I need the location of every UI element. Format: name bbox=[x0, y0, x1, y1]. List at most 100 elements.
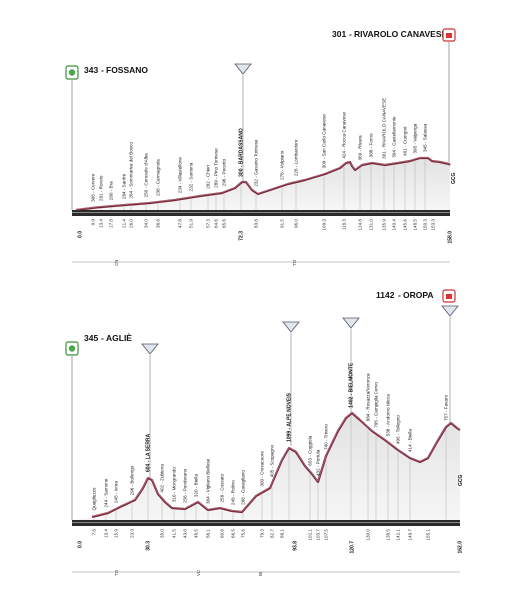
stage-1-kom-marker bbox=[234, 63, 252, 196]
waypoint-label: 538 - Andorno Micca bbox=[386, 394, 391, 437]
kom-icon-alpe-noveis bbox=[282, 321, 300, 333]
distance-label: 0.0 bbox=[78, 231, 84, 238]
stage-2-kom-markers bbox=[141, 305, 459, 478]
waypoint-label: 234 - Villastellone bbox=[178, 157, 183, 194]
distance-label: 47.8 bbox=[178, 219, 183, 228]
stage-1-profile: 343 - FOSSANO 301 - RIVAROLO CANAVESE 30… bbox=[65, 28, 457, 266]
stage-1-start-elev: 343 bbox=[84, 65, 98, 75]
waypoint-label: 402 - Zubiena bbox=[160, 464, 165, 493]
stage-2-region-2: VC bbox=[196, 570, 201, 576]
distance-label: 15.9 bbox=[114, 529, 119, 538]
waypoint-label: Quagliuzzo bbox=[92, 487, 97, 510]
distance-label: 91.5 bbox=[280, 219, 285, 228]
waypoint-label: 249 - Rolino bbox=[231, 480, 236, 505]
distance-label: 131.0 bbox=[369, 219, 374, 231]
waypoint-label: 405 - Scopagno bbox=[270, 444, 275, 477]
distance-label: 64.6 bbox=[214, 219, 219, 228]
waypoint-label: 388 - Forno bbox=[369, 133, 374, 157]
stage-1-elevation-line-highlight bbox=[75, 157, 451, 210]
stage-2-region-3: BI bbox=[258, 572, 263, 576]
stage-1-start-header: 343 - FOSSANO bbox=[65, 65, 148, 80]
waypoint-label: 296 - Bollengo bbox=[130, 465, 135, 495]
stage-2-start-dash: - bbox=[101, 333, 104, 343]
waypoint-label: 795 - Campiglia Cervo bbox=[374, 382, 379, 428]
waypoint-label: 432 - Portula bbox=[316, 449, 321, 476]
waypoint-label: 309 - San Carlo Canavese bbox=[322, 114, 327, 169]
waypoint-label: 414 - Biella bbox=[408, 429, 413, 452]
distance-label: 9.9 bbox=[91, 219, 96, 226]
stage-2-finish-tag: GCG bbox=[458, 475, 464, 487]
waypoint-label: 316 - Mongrando bbox=[172, 467, 177, 502]
distance-label: 96.0 bbox=[294, 219, 299, 228]
stage-2-distance-labels: 0.0 7.8 13.4 15.9 23.3 30.3 35.0 41.5 43.8 48.5 56… bbox=[78, 529, 464, 554]
distance-label: 7.8 bbox=[92, 529, 97, 536]
stage-1-finish-elev: 301 bbox=[332, 29, 346, 39]
waypoint-label: 232 - Gassino Torinese bbox=[254, 139, 259, 187]
distance-label: 82.7 bbox=[270, 529, 275, 538]
stage-2-region-bar: TO VC BI bbox=[72, 569, 460, 576]
distance-label: 107.5 bbox=[324, 529, 329, 541]
distance-label: 57.3 bbox=[206, 219, 211, 228]
stage-1-region-2: TO bbox=[292, 259, 297, 266]
stage-1-waypoint-poles bbox=[92, 160, 426, 210]
waypoint-label: 740 - Trivero bbox=[324, 424, 329, 450]
waypoint-label: 280 - Bra bbox=[109, 181, 114, 200]
waypoint-label: 653 - Coggiola bbox=[308, 435, 313, 465]
distance-label: 102.1 bbox=[308, 529, 313, 541]
distance-label: 124.8 bbox=[358, 219, 363, 231]
stage-2-profile: 345 - AGLIÈ 1142 - OROPA Quagliuzz bbox=[65, 289, 464, 576]
waypoint-label: 884 - Rosazza/Veronza bbox=[366, 373, 371, 421]
stage-2-start-elev: 345 bbox=[84, 333, 98, 343]
distance-label: 118.3 bbox=[342, 219, 347, 231]
waypoint-label: 226 - Lombardore bbox=[294, 139, 299, 176]
waypoint-label: 369 - Rivara bbox=[358, 135, 363, 160]
stage-1-finish-name: RIVAROLO CANAVESE bbox=[354, 29, 448, 39]
distance-label: 35.0 bbox=[160, 529, 165, 538]
stage-1-region-bar: CN TO bbox=[72, 259, 450, 266]
distance-label: 13.4 bbox=[104, 529, 109, 538]
waypoint-label: 757 - Favaro bbox=[444, 395, 449, 421]
waypoint-label: 245 - Ivrea bbox=[114, 481, 119, 503]
distance-label: 56.1 bbox=[206, 529, 211, 538]
distance-label: 13.4 bbox=[99, 219, 104, 228]
distance-label: 130.0 bbox=[366, 529, 371, 541]
distance-label: 103.7 bbox=[316, 529, 321, 541]
waypoint-label: 401 - Cuorgnè bbox=[403, 126, 408, 156]
distance-label: 30.3 bbox=[146, 541, 152, 551]
stage-2-finish-header: 1142 - OROPA bbox=[376, 289, 456, 303]
waypoint-label: 278 - Volpiano bbox=[280, 150, 285, 180]
stage-1-distance-labels: 0.0 9.9 13.4 17.8 21.4 26.0 34.0 38.8 47.8 51.9 57… bbox=[78, 219, 454, 244]
finish-icon-inner bbox=[446, 33, 452, 38]
distance-label: 79.3 bbox=[260, 529, 265, 538]
distance-label: 83.8 bbox=[254, 219, 259, 228]
kom-icon-la-serra bbox=[141, 343, 159, 355]
distance-label: 75.6 bbox=[241, 529, 246, 538]
distance-label: 88.1 bbox=[280, 529, 285, 538]
distance-label: 72.3 bbox=[239, 231, 245, 241]
waypoint-label: 232 - Santena bbox=[189, 162, 194, 191]
waypoint-label: 266 - Cavagliano bbox=[241, 470, 246, 505]
distance-label: 148.5 bbox=[413, 219, 418, 231]
waypoint-label: 296 - Pecetto bbox=[222, 158, 227, 186]
waypoint-label: 238 - Carmagnola bbox=[156, 159, 161, 196]
distance-label: 155.1 bbox=[426, 529, 431, 541]
start-icon-flag bbox=[68, 69, 76, 76]
waypoint-label: 300 - BARDASSANO bbox=[239, 128, 245, 177]
distance-label: 51.9 bbox=[189, 219, 194, 228]
distance-label: 65.6 bbox=[222, 219, 227, 228]
distance-label: 109.3 bbox=[322, 219, 327, 231]
waypoint-label: 604 - LA SERRA bbox=[146, 433, 152, 472]
stage-2-elevation-line-highlight bbox=[91, 412, 461, 517]
stage-1-start-name: FOSSANO bbox=[106, 65, 148, 75]
waypoint-label: 301 - RIVAROLO CANAVESE bbox=[382, 98, 387, 159]
distance-label: 150.3 bbox=[423, 219, 428, 231]
stage-1-finish-header: 301 - RIVAROLO CANAVESE bbox=[332, 28, 456, 42]
waypoint-label: 281 - Roreto bbox=[99, 175, 104, 201]
distance-label: 135.9 bbox=[382, 219, 387, 231]
stage-1-region-1: CN bbox=[114, 260, 119, 266]
distance-label: 149.7 bbox=[408, 529, 413, 541]
start-icon-flag bbox=[68, 345, 76, 352]
distance-label: 34.0 bbox=[144, 219, 149, 228]
stage-1-baseline-stripe bbox=[72, 212, 450, 213]
